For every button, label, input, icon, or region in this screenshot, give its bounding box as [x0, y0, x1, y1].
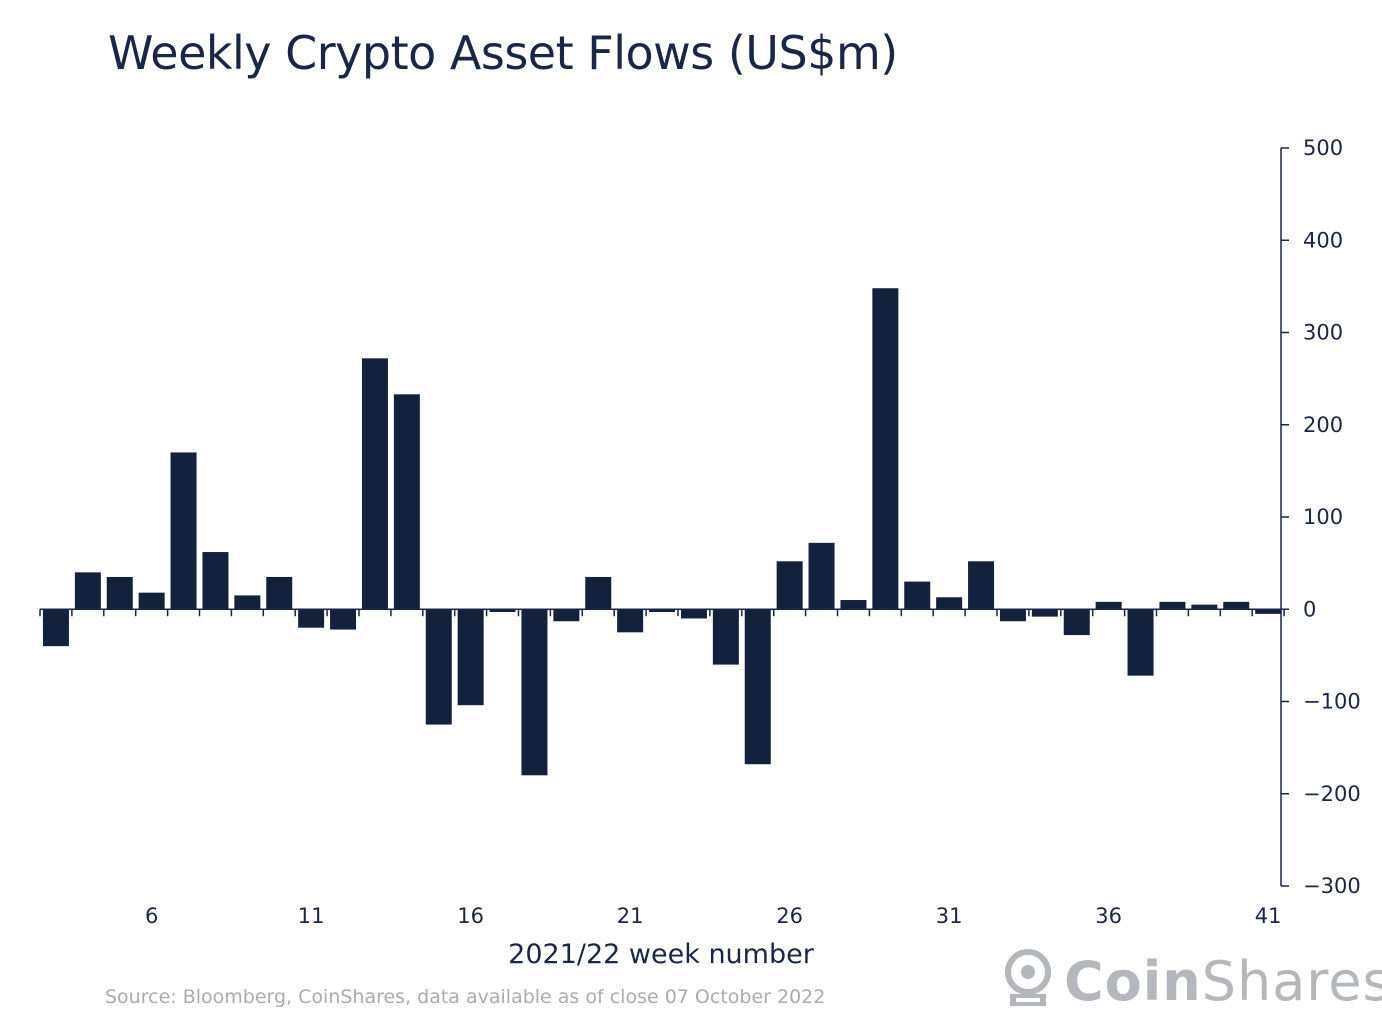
bar-week-11 — [298, 609, 325, 628]
bar-week-10 — [266, 576, 293, 610]
bar-week-41 — [1255, 609, 1282, 614]
bar-week-7 — [170, 452, 197, 610]
bar-week-18 — [521, 609, 548, 776]
x-tick-label: 16 — [457, 904, 484, 928]
bar-week-35 — [1063, 609, 1090, 636]
bar-week-37 — [1127, 609, 1154, 676]
bar-week-27 — [808, 542, 835, 610]
bar-week-24 — [712, 609, 739, 665]
bar-week-13 — [361, 358, 388, 610]
bar-week-29 — [872, 288, 899, 610]
y-tick-label: 0 — [1303, 597, 1316, 621]
bar-week-16 — [457, 609, 484, 706]
bar-week-33 — [999, 609, 1026, 622]
y-tick-label: 100 — [1303, 505, 1343, 529]
bar-week-15 — [425, 609, 452, 725]
bar-week-21 — [617, 609, 644, 633]
y-tick-label: −100 — [1303, 690, 1361, 714]
bar-week-39 — [1191, 604, 1218, 610]
y-tick-label: −200 — [1303, 782, 1361, 806]
bar-week-8 — [202, 552, 229, 610]
bar-week-40 — [1223, 601, 1250, 610]
bar-week-38 — [1159, 601, 1186, 610]
bar-week-23 — [680, 609, 707, 619]
y-tick-label: 200 — [1303, 413, 1343, 437]
source-note: Source: Bloomberg, CoinShares, data avai… — [105, 986, 826, 1008]
x-tick-label: 21 — [617, 904, 644, 928]
bar-week-30 — [904, 581, 931, 610]
bar-week-25 — [744, 609, 771, 765]
bar-week-31 — [936, 597, 963, 610]
coinshares-logo-icon — [1005, 949, 1051, 1006]
y-tick-label: 400 — [1303, 228, 1343, 252]
bar-week-20 — [585, 576, 612, 610]
bar-week-19 — [553, 609, 580, 622]
bar-week-34 — [1031, 609, 1058, 617]
bar-week-17 — [489, 609, 516, 613]
x-tick-label: 36 — [1095, 904, 1122, 928]
bar-week-36 — [1095, 601, 1122, 610]
bar-week-32 — [968, 561, 995, 610]
bar-week-5 — [106, 576, 133, 610]
bar-week-6 — [138, 592, 165, 610]
chart-title: Weekly Crypto Asset Flows (US$m) — [108, 26, 898, 80]
bar-week-28 — [840, 600, 867, 610]
bar-week-3 — [42, 609, 69, 647]
y-tick-label: 300 — [1303, 321, 1343, 345]
coinshares-logo-text: CoinShares — [1064, 950, 1382, 1013]
bar-week-4 — [74, 572, 101, 610]
x-tick-label: 26 — [776, 904, 803, 928]
x-tick-label: 41 — [1255, 904, 1282, 928]
x-tick-label: 6 — [145, 904, 158, 928]
bar-week-26 — [776, 561, 803, 610]
y-tick-label: −300 — [1303, 874, 1361, 898]
coinshares-logo: CoinShares — [1000, 946, 1382, 1016]
x-axis-label: 2021/22 week number — [508, 939, 815, 970]
bar-week-14 — [393, 394, 420, 610]
bar-week-12 — [330, 609, 357, 630]
x-tick-label: 31 — [936, 904, 963, 928]
bar-week-22 — [649, 609, 676, 613]
bar-week-9 — [234, 595, 261, 610]
x-tick-label: 11 — [298, 904, 325, 928]
y-tick-label: 500 — [1303, 136, 1343, 160]
